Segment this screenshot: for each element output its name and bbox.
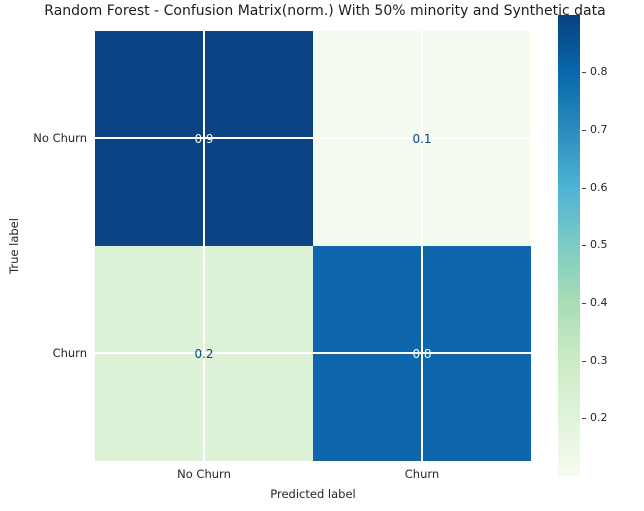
cell-value-label: 0.9 [194, 132, 214, 146]
colorbar-tick-mark [582, 188, 586, 189]
colorbar-tick-label: 0.4 [590, 296, 608, 309]
colorbar-tick-mark [582, 303, 586, 304]
y-tick-label-nochurn: No Churn [33, 131, 87, 145]
cell-value-label: 0.2 [194, 347, 214, 361]
colorbar-tick-label: 0.8 [590, 65, 608, 78]
chart-title: Random Forest - Confusion Matrix(norm.) … [44, 3, 606, 19]
colorbar-tick-label: 0.5 [590, 238, 608, 251]
y-tick-label-churn: Churn [52, 346, 87, 360]
colorbar-tick-label: 0.6 [590, 181, 608, 194]
y-axis-title: True label [7, 218, 21, 274]
colorbar-tick-label: 0.7 [590, 123, 608, 136]
gridline-horizontal-row1 [95, 137, 531, 139]
colorbar-tick-mark [582, 130, 586, 131]
colorbar-tick-label: 0.2 [590, 411, 608, 424]
cell-value-label: 0.1 [412, 132, 432, 146]
gridline-vertical-col2 [421, 31, 423, 461]
colorbar-tick-mark [582, 418, 586, 419]
heatmap-plot-area: 0.9 0.1 0.2 0.8 [95, 31, 531, 461]
cell-value-label: 0.8 [412, 347, 432, 361]
gridline-horizontal-row2 [95, 352, 531, 354]
gridline-vertical-col1 [203, 31, 205, 461]
colorbar-tick-mark [582, 72, 586, 73]
x-tick-label-nochurn: No Churn [177, 467, 231, 481]
colorbar-tick-mark [582, 245, 586, 246]
colorbar-tick-label: 0.3 [590, 354, 608, 367]
colorbar-tick-mark [582, 361, 586, 362]
x-tick-label-churn: Churn [404, 467, 440, 481]
x-axis-title: Predicted label [270, 487, 356, 501]
colorbar-gradient [558, 15, 580, 476]
